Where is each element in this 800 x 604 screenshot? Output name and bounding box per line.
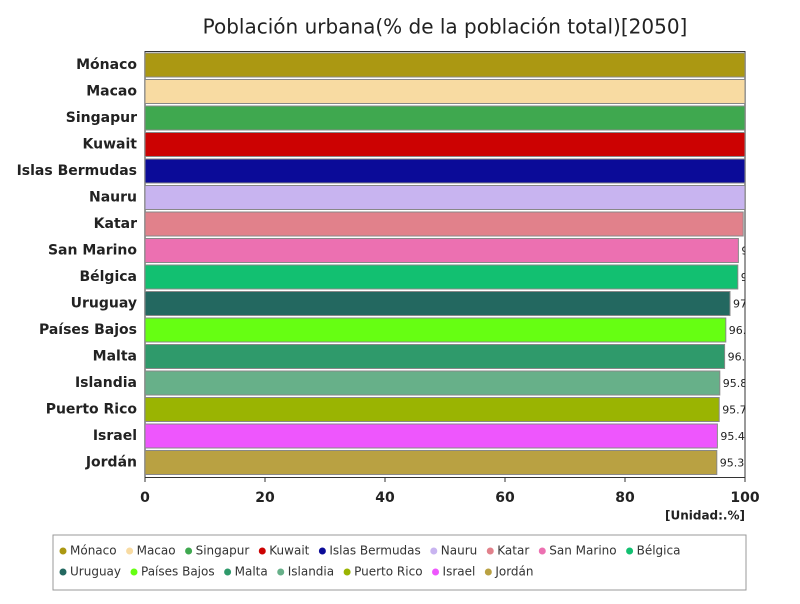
bar [145, 344, 726, 369]
y-tick-label: Israel [93, 428, 137, 444]
legend-swatch [318, 547, 326, 555]
value-label: 100 [748, 59, 769, 72]
value-label: 100 [748, 112, 769, 125]
bar [145, 423, 718, 449]
value-label: 95.7 [722, 404, 747, 417]
bar [145, 52, 745, 78]
y-tick-label: Países Bajos [39, 322, 137, 338]
bar [145, 105, 745, 131]
x-tick-label: 20 [255, 490, 275, 506]
legend-label: Islas Bermudas [329, 544, 420, 558]
y-tick-label: Nauru [89, 190, 137, 206]
y-tick-label: Singapur [66, 110, 137, 126]
legend-label: Uruguay [70, 565, 121, 579]
legend-swatch [430, 547, 438, 555]
x-tick-label: 100 [730, 490, 759, 506]
y-tick-label: Kuwait [83, 137, 138, 153]
legend-label: Macao [137, 544, 176, 558]
bar [145, 158, 745, 184]
bar [145, 291, 731, 316]
legend-swatch [626, 547, 634, 555]
legend-label: Puerto Rico [354, 565, 422, 579]
legend-swatch [185, 547, 193, 555]
y-tick-label: Katar [94, 216, 137, 232]
x-tick-label: 0 [140, 490, 150, 506]
y-tick-label: Mónaco [76, 57, 137, 73]
value-label: 100 [748, 165, 769, 178]
legend-label: Bélgica [637, 544, 681, 558]
legend-swatch [258, 547, 266, 555]
value-label: 97.5 [733, 298, 758, 311]
value-label: 96.8 [729, 324, 754, 337]
legend-label: Singapur [196, 544, 250, 558]
legend-label: Islandia [288, 565, 334, 579]
legend-label: Jordán [494, 565, 533, 579]
value-label: 99.7 [746, 218, 771, 231]
bar [145, 370, 721, 396]
legend-swatch [126, 547, 134, 555]
y-tick-label: Islandia [75, 375, 137, 391]
legend-swatch [486, 547, 494, 555]
y-tick-label: Uruguay [71, 296, 137, 312]
legend-label: Katar [497, 544, 529, 558]
value-label: 98.8 [741, 271, 766, 284]
value-label: 96.6 [728, 351, 753, 364]
legend-box [52, 534, 747, 591]
bar [145, 238, 739, 263]
bar [145, 185, 745, 210]
y-tick-label: Macao [86, 84, 137, 100]
y-tick-label: San Marino [48, 243, 137, 259]
value-label: 100 [748, 192, 769, 205]
bar [145, 397, 720, 422]
value-label: 95.8 [723, 377, 748, 390]
legend-label: Nauru [441, 544, 477, 558]
plot-group: 100 100 100 100 100 100 99.7 98.9 98.8 97.5 96.8 96… [145, 52, 771, 475]
unit-label: [Unidad:.%] [665, 509, 745, 523]
y-tick-label: Malta [93, 349, 137, 365]
bar [145, 450, 718, 475]
bar [145, 317, 727, 343]
legend-swatch [224, 568, 232, 576]
legend-swatch [59, 547, 67, 555]
value-label: 95.3 [720, 457, 745, 470]
bar [145, 264, 739, 290]
chart-title: Población urbana(% de la población total… [203, 15, 688, 39]
x-tick-label: 80 [615, 490, 635, 506]
y-tick-label: Islas Bermudas [17, 163, 137, 179]
legend-swatch [432, 568, 440, 576]
y-tick-label: Jordán [85, 455, 137, 471]
bar [145, 79, 745, 104]
y-tick-label: Puerto Rico [46, 402, 138, 418]
legend-label: San Marino [549, 544, 616, 558]
legend-label: Mónaco [70, 544, 117, 558]
x-tick-label: 60 [495, 490, 515, 506]
value-label: 100 [748, 86, 769, 99]
legend-swatch [343, 568, 351, 576]
legend-swatch [277, 568, 285, 576]
legend-label: Israel [443, 565, 476, 579]
value-label: 100 [748, 139, 769, 152]
legend-swatch [59, 568, 67, 576]
bar [145, 132, 745, 157]
legend-label: Malta [235, 565, 268, 579]
legend-label: Kuwait [269, 544, 309, 558]
legend-swatch [538, 547, 546, 555]
legend-swatch [484, 568, 492, 576]
value-label: 95.4 [720, 430, 745, 443]
x-tick-label: 40 [375, 490, 395, 506]
value-label: 98.9 [741, 245, 766, 258]
bar [145, 211, 744, 237]
y-tick-label: Bélgica [79, 269, 137, 285]
legend-swatch [130, 568, 138, 576]
legend-label: Países Bajos [141, 565, 215, 579]
